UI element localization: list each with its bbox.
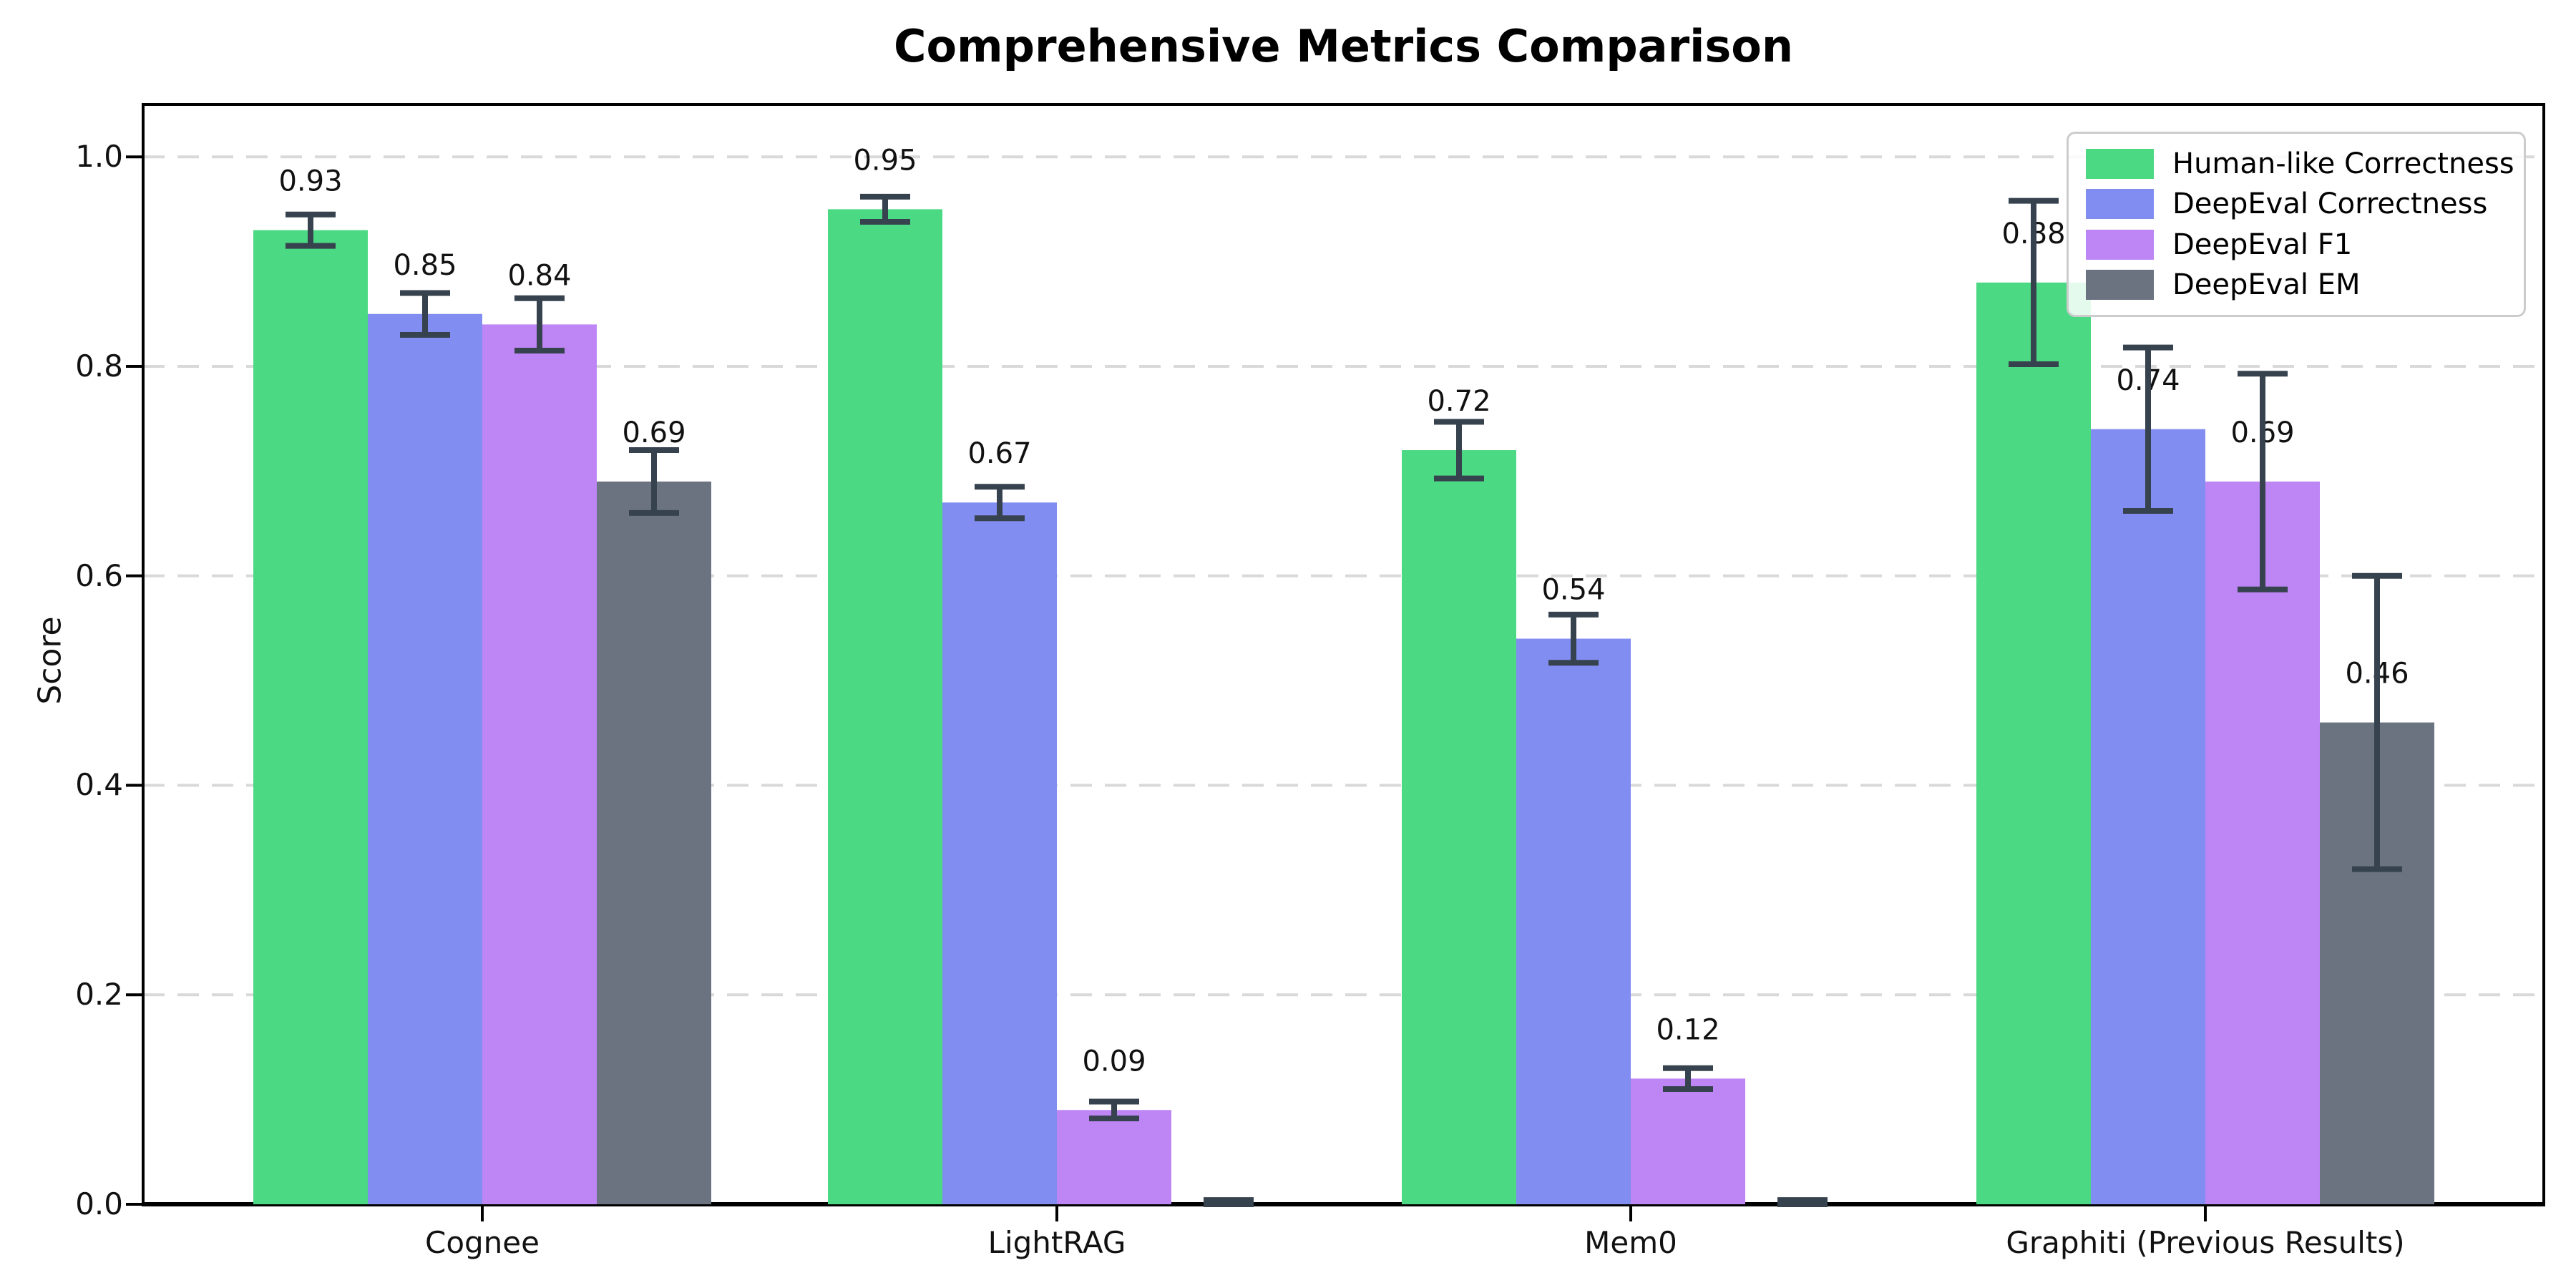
legend-item-deepeval-correctness: DeepEval Correctness	[2086, 187, 2507, 220]
bar-value-label: 0.69	[622, 416, 686, 449]
bar-value-label: 0.54	[1541, 574, 1605, 607]
bar-deepeval-correctness-0	[368, 313, 482, 1204]
bar-deepeval-f1-2	[1631, 1078, 1745, 1204]
bar-value-label: 0.67	[967, 437, 1031, 470]
chart-title: Comprehensive Metrics Comparison	[893, 20, 1794, 72]
bar-value-label: 0.84	[507, 259, 571, 292]
y-tick-label-4: 0.8	[75, 348, 123, 384]
legend-swatch-gray	[2086, 269, 2154, 300]
legend-label: DeepEval Correctness	[2172, 187, 2488, 221]
legend-label: Human-like Correctness	[2172, 147, 2514, 181]
legend-swatch-green	[2086, 149, 2154, 180]
y-tick-label-0: 0.0	[75, 1186, 123, 1221]
legend: Human-like Correctness DeepEval Correctn…	[2067, 132, 2526, 317]
bar-deepeval-correctness-1	[942, 502, 1057, 1204]
bar-human-like-correctness-3	[1976, 282, 2091, 1204]
y-tick-label-1: 0.2	[75, 977, 123, 1012]
bar-deepeval-f1-3	[2205, 481, 2320, 1204]
legend-item-deepeval-f1: DeepEval F1	[2086, 228, 2507, 261]
bar-deepeval-f1-1	[1057, 1110, 1171, 1204]
bar-deepeval-correctness-2	[1516, 638, 1631, 1204]
bar-human-like-correctness-0	[253, 230, 368, 1205]
bar-deepeval-em-0	[597, 481, 711, 1204]
bar-deepeval-f1-0	[482, 324, 597, 1204]
bar-deepeval-correctness-3	[2091, 429, 2205, 1204]
legend-label: DeepEval EM	[2172, 268, 2361, 301]
legend-swatch-purple	[2086, 229, 2154, 260]
x-tick-label-cognee: Cognee	[425, 1225, 540, 1260]
legend-item-human-like-correctness: Human-like Correctness	[2086, 147, 2514, 180]
bar-value-label: 0.72	[1427, 385, 1491, 418]
x-tick-label-graphiti: Graphiti (Previous Results)	[2006, 1225, 2405, 1260]
bar-value-label: 0.95	[853, 144, 917, 177]
bar-value-label: 0.85	[393, 249, 457, 282]
bar-human-like-correctness-1	[828, 209, 942, 1204]
bar-value-label: 0.12	[1656, 1013, 1719, 1046]
bar-human-like-correctness-2	[1402, 450, 1516, 1204]
bar-value-label: 0.09	[1082, 1045, 1146, 1078]
legend-label: DeepEval F1	[2172, 228, 2353, 261]
y-axis-label: Score	[31, 616, 69, 705]
y-tick-label-2: 0.4	[75, 767, 123, 802]
y-tick-label-5: 1.0	[75, 139, 123, 174]
bar-value-label: 0.93	[278, 165, 342, 198]
legend-item-deepeval-em: DeepEval EM	[2086, 268, 2507, 301]
legend-swatch-blue	[2086, 189, 2154, 220]
x-tick-label-lightrag: LightRAG	[987, 1225, 1126, 1260]
x-tick-label-mem0: Mem0	[1584, 1225, 1677, 1260]
y-tick-label-3: 0.6	[75, 558, 123, 593]
